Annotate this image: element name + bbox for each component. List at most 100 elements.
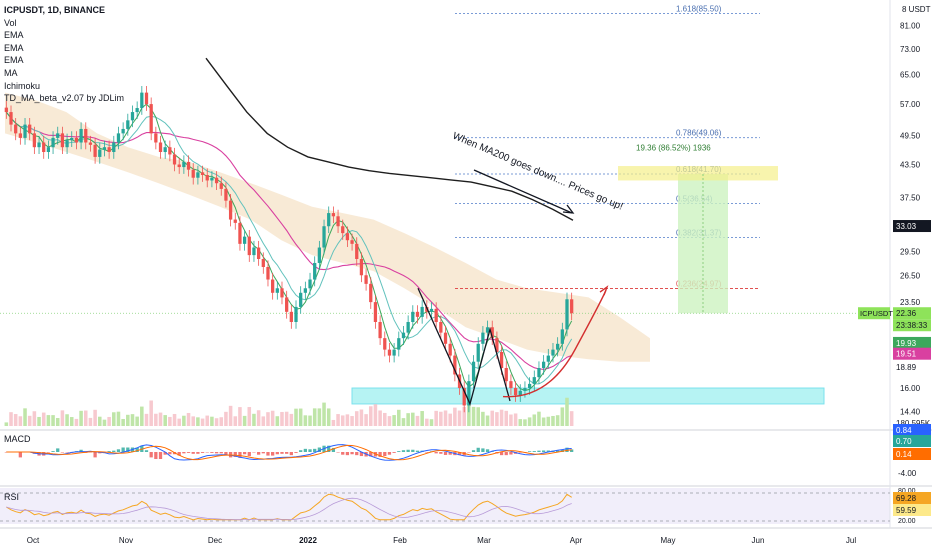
- candle-body: [219, 183, 223, 189]
- candle-body: [214, 177, 219, 184]
- candle-body: [233, 219, 237, 223]
- macd-histogram-bar: [434, 452, 438, 454]
- candle: [397, 331, 401, 357]
- price-tick: 43.50: [900, 160, 921, 169]
- macd-histogram-bar: [415, 450, 420, 452]
- candle: [51, 131, 55, 155]
- macd-histogram-bar: [481, 448, 485, 452]
- candle-body: [350, 240, 354, 244]
- candle: [56, 126, 60, 145]
- candle-body: [429, 308, 434, 312]
- volume-bar: [322, 402, 326, 426]
- macd-histogram-bar: [135, 447, 139, 452]
- time-tick: Mar: [477, 536, 491, 545]
- volume-bar: [350, 416, 354, 426]
- time-axis: Oct Nov Dec 2022 Feb Mar Apr May Jun Jul: [27, 536, 857, 545]
- volume-bar: [378, 410, 382, 426]
- indicator-ma[interactable]: MA: [4, 67, 18, 78]
- price-axis: 14.40 16.00 23.50 26.50 29.50 37.50 43.50 49.50…: [900, 5, 931, 417]
- candle: [378, 315, 382, 345]
- volume-bar: [65, 414, 69, 426]
- price-tick: 23.50: [900, 298, 921, 307]
- candle: [448, 337, 452, 363]
- indicator-ema-3[interactable]: EMA: [4, 55, 24, 66]
- candle-body: [177, 164, 181, 168]
- macd-histogram-bar: [256, 452, 261, 455]
- candle-body: [224, 188, 228, 201]
- candle: [443, 326, 448, 351]
- candle: [191, 163, 195, 185]
- volume-bar: [280, 411, 284, 426]
- candle: [177, 157, 181, 174]
- candle: [144, 86, 149, 111]
- volume-bar: [467, 399, 471, 426]
- volume-bar: [140, 406, 144, 426]
- candle: [214, 171, 219, 191]
- time-tick: Jun: [752, 536, 765, 545]
- macd-histogram-bar: [177, 452, 181, 456]
- indicator-vol[interactable]: Vol: [4, 17, 17, 28]
- rsi-tick-upper: 80.00: [898, 488, 916, 495]
- candle: [238, 216, 242, 251]
- volume-bar: [471, 406, 476, 426]
- candle-body: [443, 332, 448, 344]
- ichimoku-cloud: [5, 92, 650, 362]
- candle-body: [18, 133, 22, 138]
- candle: [14, 117, 18, 141]
- volume-bar: [98, 416, 102, 426]
- candle-body: [140, 92, 144, 109]
- volume-bar: [345, 414, 350, 426]
- symbol-title[interactable]: ICPUSDT, 1D, BINANCE: [4, 5, 106, 15]
- indicator-ema-2[interactable]: EMA: [4, 42, 24, 53]
- volume-bar: [364, 414, 368, 426]
- indicator-ichimoku[interactable]: Ichimoku: [4, 80, 41, 91]
- candle-body: [313, 262, 317, 280]
- candle: [392, 343, 396, 363]
- candle-body: [186, 161, 191, 170]
- candle-body: [93, 144, 97, 157]
- candle-body: [112, 142, 116, 153]
- candle: [60, 126, 65, 155]
- candle-body: [70, 137, 74, 141]
- candle-body: [56, 133, 60, 138]
- candle-body: [481, 332, 485, 344]
- indicator-td-ma[interactable]: TD_MA_beta_v2.07 by JDLim: [4, 93, 125, 104]
- macd-histogram-bar: [518, 452, 522, 453]
- volume-bar: [135, 416, 139, 426]
- macd-histogram-bar: [271, 452, 275, 456]
- candle: [415, 305, 420, 324]
- candle-body: [331, 213, 336, 217]
- candle-body: [172, 154, 177, 165]
- volume-bar: [401, 418, 406, 426]
- volume-bar: [247, 407, 252, 426]
- macd-histogram-bar: [532, 451, 536, 452]
- macd-histogram-bar: [56, 448, 60, 452]
- volume-bar: [368, 406, 373, 426]
- macd-histogram-bar: [541, 450, 546, 452]
- rsi-label[interactable]: RSI: [4, 492, 20, 502]
- candle: [299, 286, 303, 314]
- trend-arrowhead: [562, 204, 575, 214]
- volume-bar: [256, 410, 261, 426]
- volume-bar: [168, 416, 172, 426]
- candle: [4, 101, 8, 119]
- volume-bar: [27, 415, 32, 426]
- candle: [327, 206, 331, 234]
- macd-histogram-bar: [350, 452, 354, 455]
- volume-bar: [513, 413, 518, 426]
- volume-bar: [144, 413, 149, 426]
- candle-body: [65, 140, 69, 148]
- indicator-ema-1[interactable]: EMA: [4, 30, 24, 41]
- candle: [228, 194, 233, 227]
- macd-histogram-bar: [509, 452, 513, 455]
- candle-body: [513, 388, 518, 396]
- price-tags: ICPUSDT 22.36 23:38:33 19.93 19.51 18.89 33.03…: [858, 220, 932, 525]
- candle: [205, 168, 209, 188]
- macd-histogram-bar: [313, 448, 317, 452]
- candle: [121, 122, 125, 141]
- target-label: 19.36 (86.52%) 1936: [636, 144, 711, 153]
- volume-bar: [312, 408, 317, 426]
- macd-label[interactable]: MACD: [4, 434, 31, 444]
- candle: [46, 140, 51, 159]
